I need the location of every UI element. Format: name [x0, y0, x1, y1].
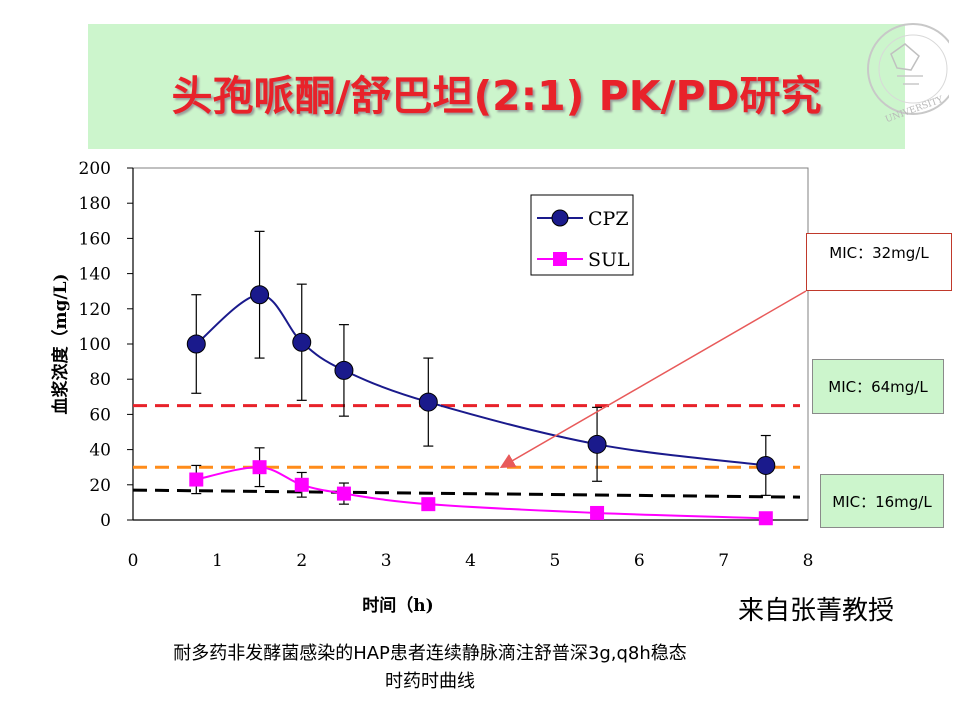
y-tick-label: 80: [89, 370, 111, 390]
mic-32-label: MIC：32mg/L: [806, 233, 952, 291]
mic-16-label: MIC：16mg/L: [820, 474, 944, 528]
university-seal-logo: UNIVERSITY: [867, 23, 949, 124]
legend-label: CPZ: [588, 208, 629, 230]
data-point: [334, 360, 354, 380]
y-tick-label: 200: [79, 159, 111, 179]
legend: CPZ SUL: [530, 194, 634, 276]
y-tick-label: 100: [79, 335, 111, 355]
data-point: [756, 455, 776, 475]
series-line: [195, 293, 766, 467]
caption-line-2: 时药时曲线: [385, 671, 475, 692]
y-axis-label: 血浆浓度（mg/L): [50, 273, 71, 414]
series-cpz: [186, 230, 776, 496]
x-tick-label: 0: [128, 551, 139, 571]
data-point: [758, 511, 773, 526]
axes-layer: 0 20 40 60 80 100 120 140 160 180 200 0 1 2 3 4 5 6 7 8 时间（h…: [50, 159, 813, 616]
x-tick-label: 8: [803, 551, 814, 571]
x-tick-label: 5: [549, 551, 560, 571]
annotation-layer: [499, 290, 807, 469]
legend-box: [530, 194, 634, 276]
x-tick-label: 7: [718, 551, 729, 571]
y-tick-label: 60: [89, 405, 111, 425]
data-point: [189, 472, 204, 487]
caption-line-1: 耐多药非发酵菌感染的HAP患者连续静脉滴注舒普深3g,q8h稳态: [173, 643, 687, 664]
mic-32-pointer-arrow: [499, 290, 807, 469]
data-point: [250, 285, 270, 305]
data-point: [421, 497, 436, 512]
y-tick-label: 20: [89, 476, 111, 496]
legend-marker: [551, 209, 569, 227]
series-line: [196, 466, 766, 520]
reference-lines-layer: [132, 404, 801, 499]
y-tick-label: 180: [79, 194, 111, 214]
data-point: [292, 332, 312, 352]
y-tick-label: 140: [79, 265, 111, 285]
data-point: [590, 505, 605, 520]
y-tick-label: 120: [79, 300, 111, 320]
x-tick-label: 2: [296, 551, 307, 571]
legend-label: SUL: [588, 249, 630, 271]
data-point: [418, 392, 438, 412]
title-banner: 头孢哌酮/舒巴坦(2:1) PK/PD研究: [88, 24, 905, 149]
y-tick-label: 40: [89, 441, 111, 461]
mic-16-line: [132, 488, 801, 499]
x-tick-label: 3: [381, 551, 392, 571]
data-point: [587, 434, 607, 454]
data-point: [294, 477, 309, 492]
slide-title: 头孢哌酮/舒巴坦(2:1) PK/PD研究: [171, 72, 822, 120]
data-point: [252, 460, 267, 475]
legend-marker: [553, 252, 567, 266]
chart-caption: 耐多药非发酵菌感染的HAP患者连续静脉滴注舒普深3g,q8h稳态 时药时曲线: [90, 640, 770, 696]
mic-64-label: MIC：64mg/L: [812, 359, 944, 414]
y-tick-label: 0: [100, 511, 111, 531]
y-tick-label: 160: [79, 229, 111, 249]
x-tick-label: 4: [465, 551, 476, 571]
credit-text: 来自张菁教授: [738, 596, 895, 626]
x-tick-label: 6: [634, 551, 645, 571]
x-axis-label: 时间（h): [362, 595, 433, 616]
data-point: [336, 486, 351, 501]
x-tick-label: 1: [212, 551, 223, 571]
series-sul: [189, 447, 773, 526]
series-layer: [186, 230, 776, 526]
data-point: [186, 334, 206, 354]
